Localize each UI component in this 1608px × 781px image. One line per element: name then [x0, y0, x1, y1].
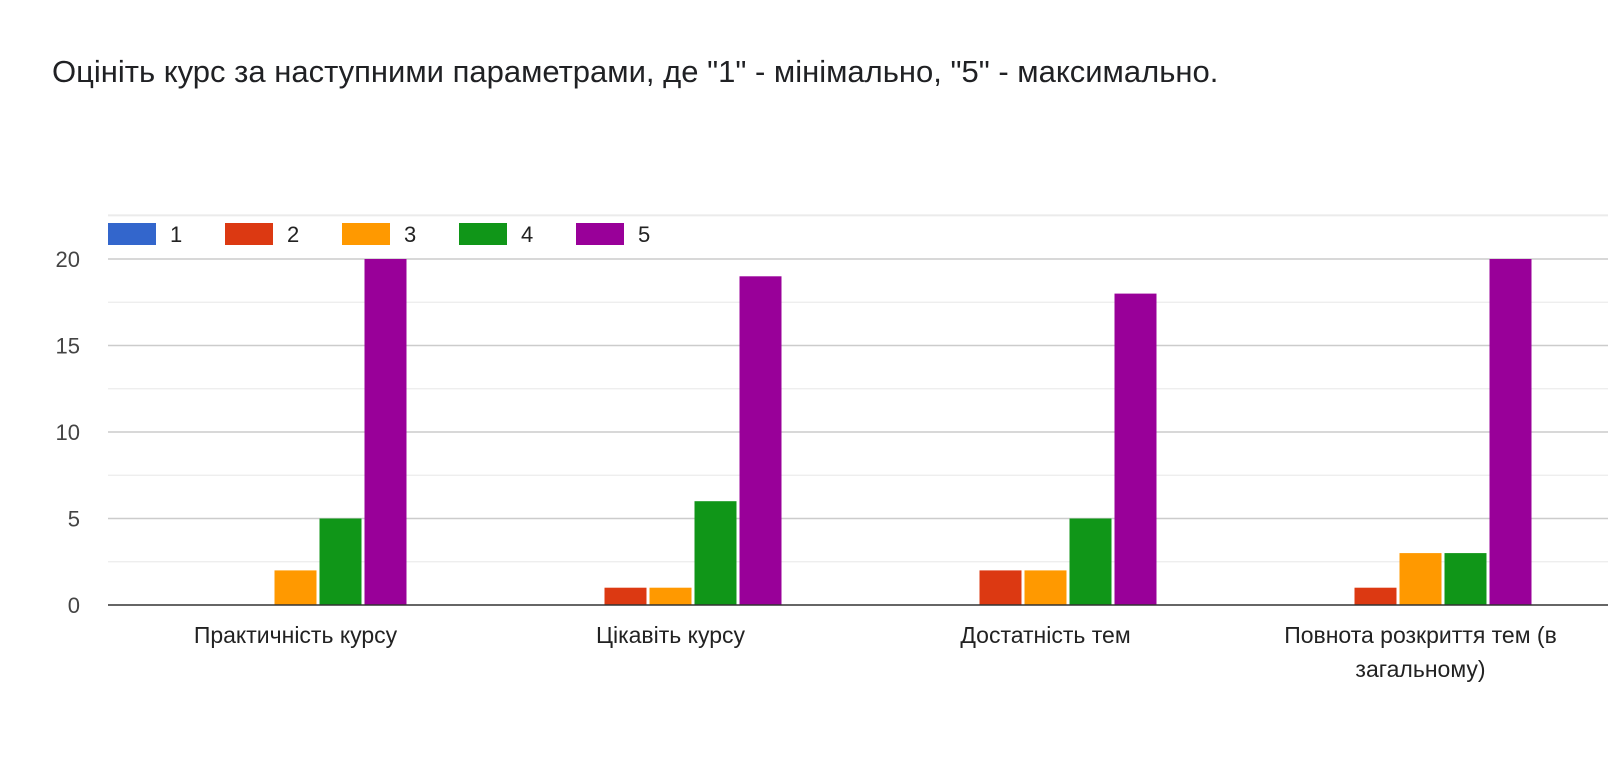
bars	[274, 259, 1532, 605]
bar-3-cat-3	[1399, 553, 1442, 605]
bar-4-cat-2	[1069, 518, 1112, 605]
x-category-label: Повнота розкриття тем (в	[1284, 622, 1557, 648]
bar-5-cat-0	[364, 259, 407, 605]
y-tick-label: 20	[56, 247, 80, 272]
legend: 1 2 3 4 5	[108, 222, 650, 247]
bar-5-cat-2	[1114, 293, 1157, 605]
legend-swatch-3	[342, 223, 390, 245]
legend-swatch-5	[576, 223, 624, 245]
y-tick-label: 10	[56, 420, 80, 445]
bar-4-cat-1	[694, 501, 737, 605]
bar-2-cat-2	[979, 570, 1022, 605]
y-tick-label: 0	[68, 593, 80, 618]
bar-3-cat-1	[649, 587, 692, 605]
bar-2-cat-1	[604, 587, 647, 605]
bar-5-cat-3	[1489, 259, 1532, 605]
legend-label-5: 5	[638, 222, 650, 247]
bar-2-cat-3	[1354, 587, 1397, 605]
x-category-label: загальному)	[1355, 656, 1485, 682]
y-axis-ticks: 0 5 10 15 20	[56, 247, 80, 618]
bar-5-cat-1	[739, 276, 782, 605]
gridlines	[108, 214, 1608, 563]
legend-swatch-2	[225, 223, 273, 245]
legend-label-3: 3	[404, 222, 416, 247]
question-title: Оцініть курс за наступними параметрами, …	[52, 54, 1219, 89]
y-tick-label: 5	[68, 507, 80, 532]
legend-swatch-1	[108, 223, 156, 245]
x-category-label: Достатність тем	[960, 622, 1130, 648]
legend-label-1: 1	[170, 222, 182, 247]
legend-label-2: 2	[287, 222, 299, 247]
x-category-label: Практичність курсу	[194, 622, 398, 648]
legend-swatch-4	[459, 223, 507, 245]
bar-3-cat-0	[274, 570, 317, 605]
bar-4-cat-0	[319, 518, 362, 605]
legend-label-4: 4	[521, 222, 533, 247]
y-tick-label: 15	[56, 334, 80, 359]
bar-4-cat-3	[1444, 553, 1487, 605]
bar-3-cat-2	[1024, 570, 1067, 605]
x-category-label: Цікавіть курсу	[596, 622, 746, 648]
category-labels: Практичність курсу Цікавіть курсу Достатні…	[194, 622, 1557, 682]
